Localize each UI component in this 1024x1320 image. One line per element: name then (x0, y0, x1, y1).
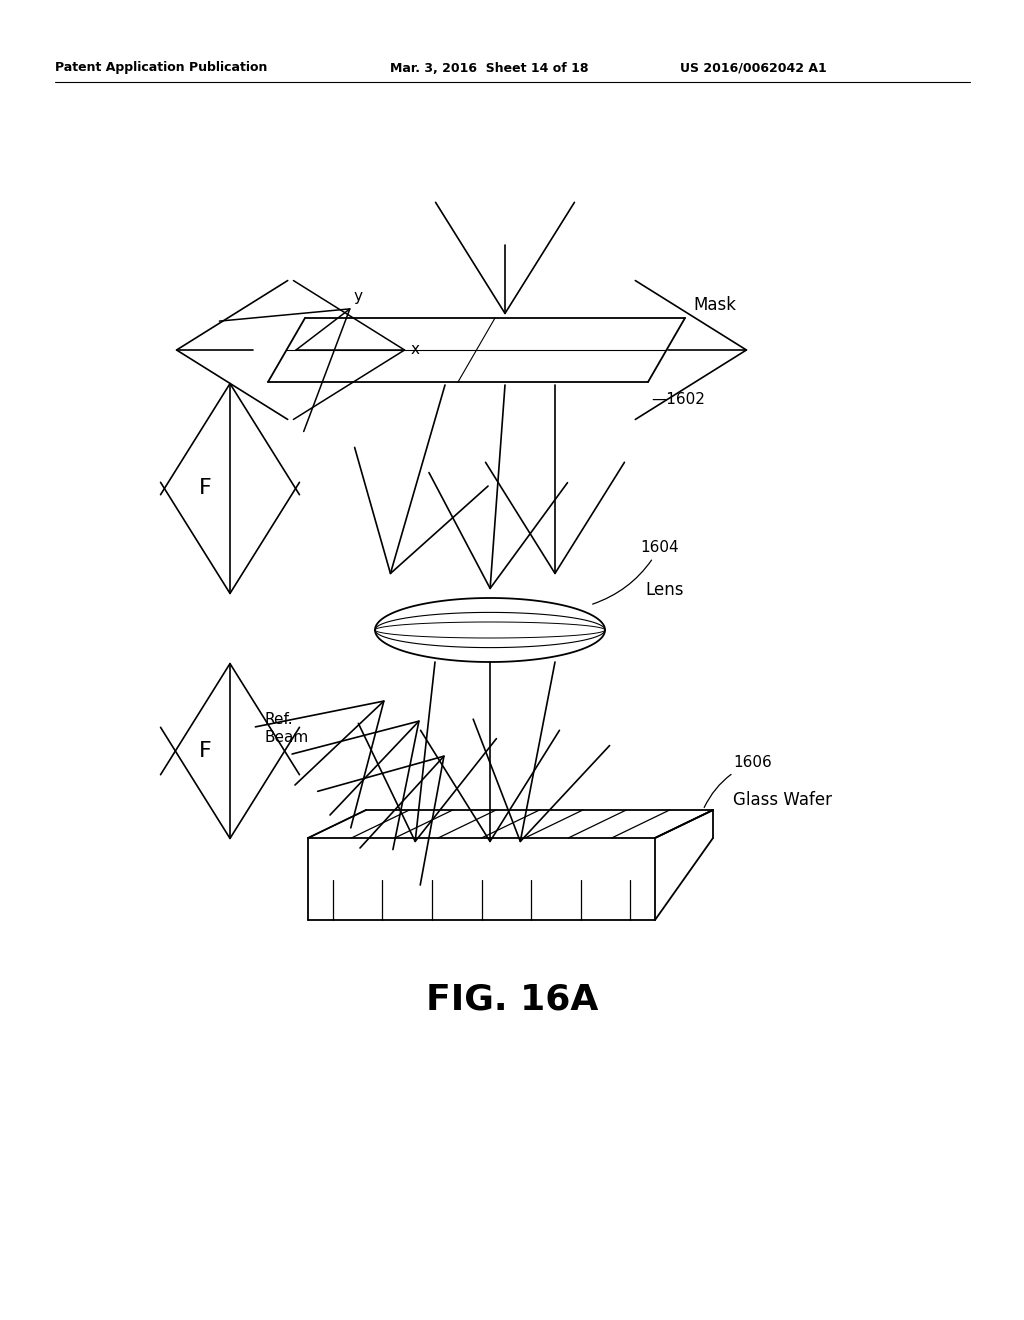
Text: F: F (200, 478, 212, 498)
Text: Patent Application Publication: Patent Application Publication (55, 62, 267, 74)
Text: Ref.: Ref. (265, 713, 294, 727)
Text: Glass Wafer: Glass Wafer (733, 791, 831, 809)
Text: —1602: —1602 (651, 392, 705, 408)
Text: Lens: Lens (645, 581, 683, 599)
Text: 1606: 1606 (705, 755, 772, 808)
Text: Beam: Beam (265, 730, 309, 746)
Text: 1604: 1604 (593, 540, 679, 605)
Text: US 2016/0062042 A1: US 2016/0062042 A1 (680, 62, 826, 74)
Text: FIG. 16A: FIG. 16A (426, 983, 598, 1016)
Text: F: F (200, 741, 212, 762)
Text: Mar. 3, 2016  Sheet 14 of 18: Mar. 3, 2016 Sheet 14 of 18 (390, 62, 589, 74)
Text: y: y (354, 289, 362, 304)
Text: Mask: Mask (693, 296, 736, 314)
Text: x: x (411, 342, 420, 358)
